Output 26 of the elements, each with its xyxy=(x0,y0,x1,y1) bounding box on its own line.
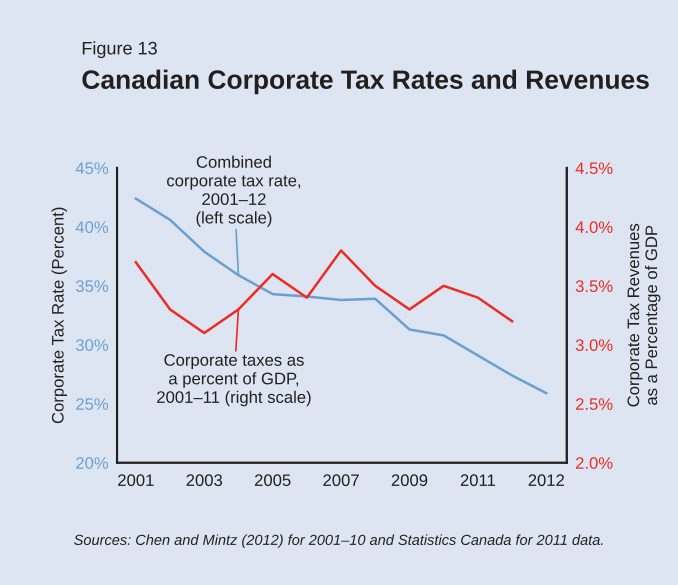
x-tick-label: 2012 xyxy=(528,474,564,486)
y-tick-label: 30% xyxy=(76,339,108,351)
y2-tick-label: 2.0% xyxy=(576,457,613,469)
x-tick-label: 2001 xyxy=(118,474,154,486)
y-tick-label: 45% xyxy=(76,162,108,174)
y-tick-label: 20% xyxy=(76,457,108,469)
y-tick-label: 25% xyxy=(76,398,108,410)
chart-title: Canadian Corporate Tax Rates and Revenues xyxy=(82,70,649,94)
y2-tick-label: 4.5% xyxy=(576,162,613,174)
y-tick-label: 35% xyxy=(76,280,108,292)
y-axis-title: Corporate Tax Rate (Percent) xyxy=(51,208,67,424)
y2-tick-label: 3.0% xyxy=(576,339,613,351)
text: Corporate taxes as a percent of GDP, 2001–11 (right scale) xyxy=(157,354,311,406)
chart-subtitle: Figure 13 xyxy=(82,41,157,58)
x-tick-label: 2011 xyxy=(460,474,495,486)
x-tick-label: 2007 xyxy=(323,474,359,486)
y2-tick-label: 2.5% xyxy=(576,398,613,410)
x-tick-label: 2005 xyxy=(254,474,290,486)
y2-tick-label: 4.0% xyxy=(576,221,613,234)
y-tick-label: 40% xyxy=(76,221,108,234)
y2-tick-label: 3.5% xyxy=(576,280,613,292)
x-tick-label: 2003 xyxy=(186,474,222,486)
y2-axis-title: Corporate Tax Revenues as a Percentage of GDP xyxy=(627,224,661,406)
source-note: Sources: Chen and Mintz (2012) for 2001–10 and Statistics Canada for 2011 data. xyxy=(74,534,603,548)
series-label: Combined corporate tax rate, 2001–12 (left scale) xyxy=(167,156,300,227)
x-tick-label: 2009 xyxy=(392,474,428,486)
